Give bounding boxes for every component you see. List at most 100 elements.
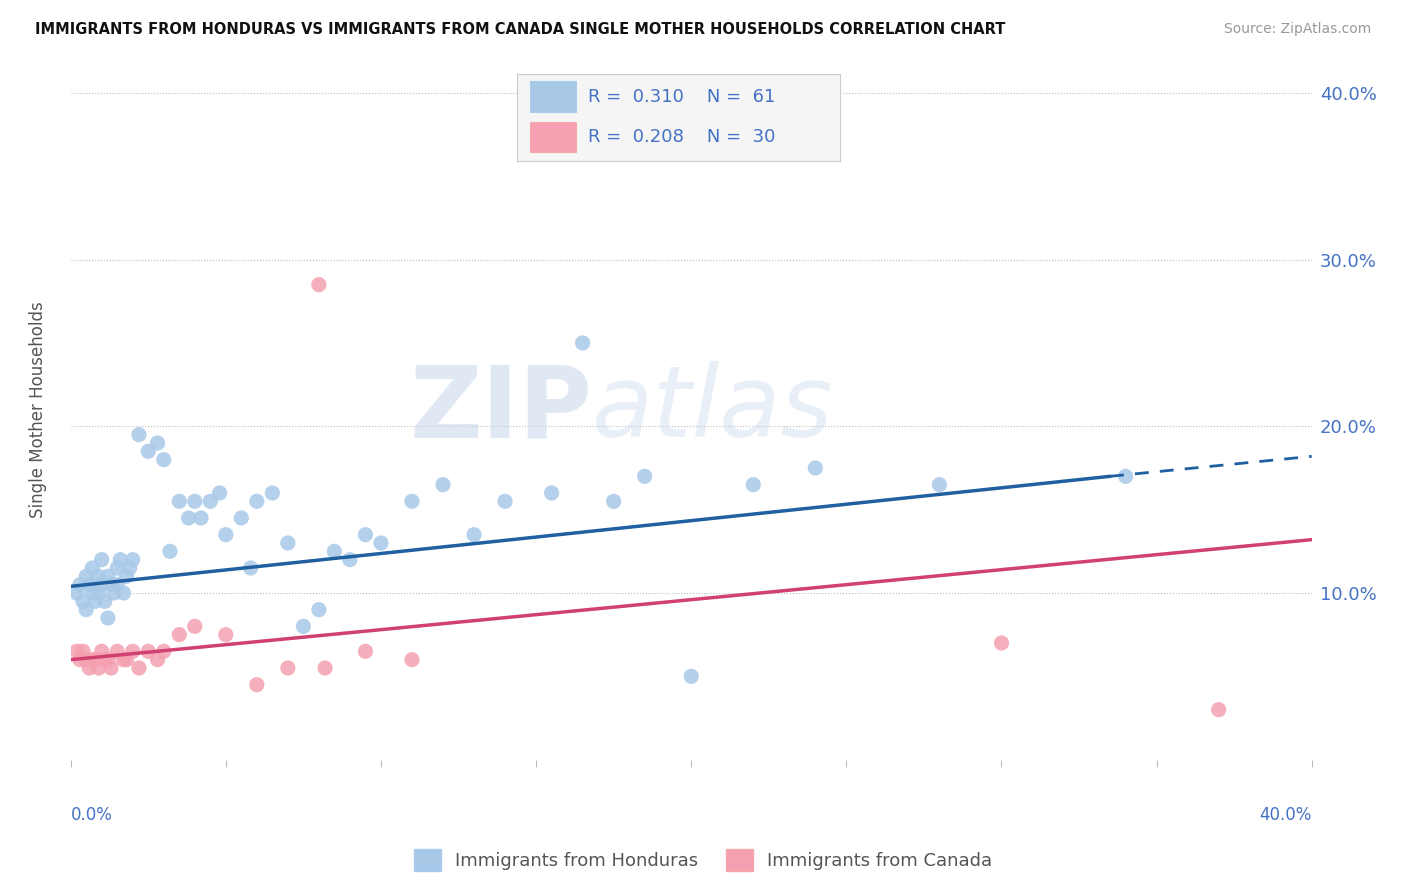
Text: IMMIGRANTS FROM HONDURAS VS IMMIGRANTS FROM CANADA SINGLE MOTHER HOUSEHOLDS CORR: IMMIGRANTS FROM HONDURAS VS IMMIGRANTS F… <box>35 22 1005 37</box>
Point <box>494 494 516 508</box>
Legend: Immigrants from Honduras, Immigrants from Canada: Immigrants from Honduras, Immigrants fro… <box>406 842 1000 879</box>
Point <box>87 586 110 600</box>
Point <box>84 653 107 667</box>
Point <box>118 561 141 575</box>
Point <box>354 527 377 541</box>
Point <box>121 552 143 566</box>
Point <box>121 644 143 658</box>
Text: 0.0%: 0.0% <box>70 806 112 824</box>
Text: atlas: atlas <box>592 361 834 458</box>
Point <box>97 653 120 667</box>
Point <box>75 602 97 616</box>
Point <box>463 527 485 541</box>
Point <box>82 653 104 667</box>
Point <box>72 594 94 608</box>
Point <box>75 653 97 667</box>
Point <box>79 577 101 591</box>
Point <box>94 653 117 667</box>
Point <box>804 461 827 475</box>
Point <box>90 644 112 658</box>
Point <box>239 561 262 575</box>
Point <box>100 577 122 591</box>
Point <box>82 561 104 575</box>
Point <box>69 653 91 667</box>
Point <box>103 586 125 600</box>
Point <box>112 653 135 667</box>
Point <box>277 536 299 550</box>
Point <box>262 486 284 500</box>
Point <box>79 661 101 675</box>
Point <box>115 569 138 583</box>
Point <box>66 586 89 600</box>
Point <box>105 644 128 658</box>
Point <box>308 602 330 616</box>
Point <box>602 494 624 508</box>
Point <box>1115 469 1137 483</box>
Text: Source: ZipAtlas.com: Source: ZipAtlas.com <box>1223 22 1371 37</box>
Point <box>742 477 765 491</box>
Point <box>323 544 346 558</box>
Point <box>246 678 269 692</box>
Point <box>177 511 200 525</box>
Point <box>928 477 950 491</box>
Y-axis label: Single Mother Households: Single Mother Households <box>30 301 46 518</box>
Point <box>69 577 91 591</box>
Point <box>681 669 703 683</box>
Point <box>571 335 593 350</box>
Point <box>90 577 112 591</box>
Point <box>167 494 190 508</box>
Point <box>215 628 238 642</box>
Point <box>339 552 361 566</box>
Point <box>87 569 110 583</box>
Text: ZIP: ZIP <box>409 361 592 458</box>
Point <box>432 477 454 491</box>
Point <box>146 653 169 667</box>
Point <box>90 552 112 566</box>
Point <box>354 644 377 658</box>
Point <box>246 494 269 508</box>
Point <box>110 552 132 566</box>
Point <box>1208 703 1230 717</box>
Point <box>540 486 562 500</box>
Point <box>152 452 174 467</box>
Point <box>634 469 657 483</box>
Point <box>215 527 238 541</box>
Point <box>190 511 212 525</box>
Point <box>128 427 150 442</box>
Point <box>401 653 423 667</box>
Point <box>184 619 207 633</box>
Point <box>401 494 423 508</box>
Point <box>308 277 330 292</box>
Point <box>200 494 222 508</box>
Point <box>75 569 97 583</box>
Point <box>990 636 1012 650</box>
Point <box>159 544 181 558</box>
Point <box>136 644 159 658</box>
Point <box>94 594 117 608</box>
Point <box>146 436 169 450</box>
Point <box>66 644 89 658</box>
Point <box>97 611 120 625</box>
Point <box>370 536 392 550</box>
Point <box>136 444 159 458</box>
Point <box>128 661 150 675</box>
Point <box>72 644 94 658</box>
Point <box>167 628 190 642</box>
Point <box>112 586 135 600</box>
Point <box>184 494 207 508</box>
Point <box>82 586 104 600</box>
Point <box>208 486 231 500</box>
Text: 40.0%: 40.0% <box>1260 806 1312 824</box>
Point <box>115 653 138 667</box>
Point <box>105 561 128 575</box>
Point <box>277 661 299 675</box>
Point <box>97 569 120 583</box>
Point <box>87 661 110 675</box>
Point <box>231 511 253 525</box>
Point <box>100 661 122 675</box>
Point <box>314 661 336 675</box>
Point <box>84 594 107 608</box>
Point <box>105 577 128 591</box>
Point <box>152 644 174 658</box>
Point <box>292 619 315 633</box>
